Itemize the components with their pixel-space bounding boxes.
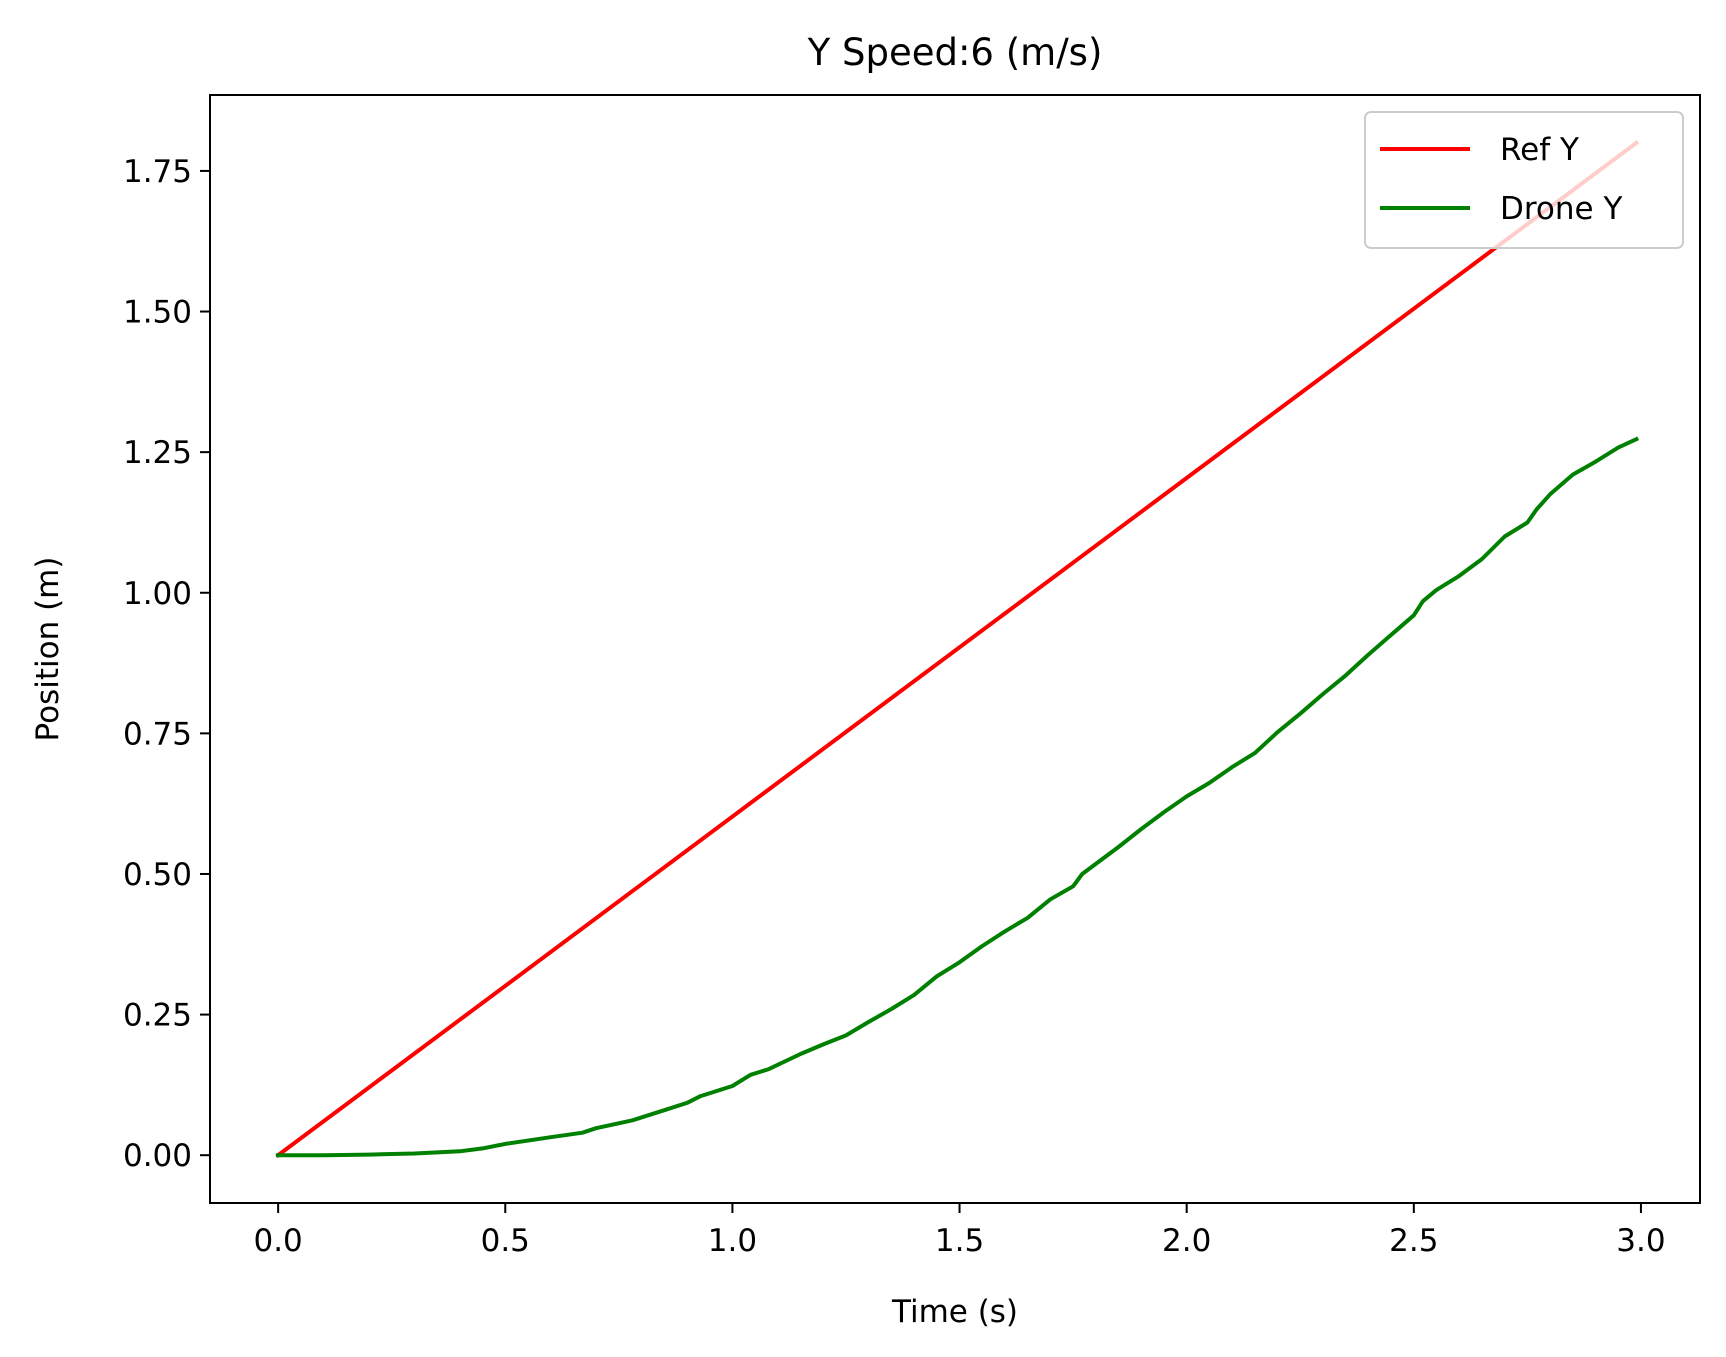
x-axis-label: Time (s) [891,1294,1018,1330]
x-tick-label: 2.0 [1162,1223,1211,1259]
legend: Ref Y Drone Y [1364,111,1684,249]
series-line-drone-y [276,436,1640,1158]
chart-title: Y Speed:6 (m/s) [807,31,1103,74]
y-tick-label: 1.25 [123,435,192,471]
series-line-ref-y [275,140,1640,1158]
y-tick-label: 1.00 [123,576,192,612]
y-axis-label: Position (m) [30,557,66,742]
y-tick-label: 1.75 [123,154,192,190]
y-tick-label: 0.00 [123,1138,192,1174]
x-tick-label: 0.5 [481,1223,530,1259]
plot-area [275,140,1640,1158]
x-tick-label: 3.0 [1616,1223,1665,1259]
x-tick-label: 0.0 [253,1223,302,1259]
y-tick-label: 0.50 [123,857,192,893]
axes-frame [209,94,1701,1204]
y-tick-label: 0.75 [123,716,192,752]
axis-ticks: 0.0 0.5 1.0 1.5 2.0 2.5 3.0 0.00 0.25 0.50 0.75 1.0… [123,154,1666,1259]
x-tick-label: 1.5 [935,1223,984,1259]
x-tick-label: 1.0 [708,1223,757,1259]
legend-label-ref-y: Ref Y [1500,132,1579,168]
x-tick-label: 2.5 [1389,1223,1438,1259]
y-tick-label: 1.50 [123,295,192,331]
y-tick-label: 0.25 [123,998,192,1034]
legend-box [1364,111,1684,249]
legend-label-drone-y: Drone Y [1500,191,1622,227]
